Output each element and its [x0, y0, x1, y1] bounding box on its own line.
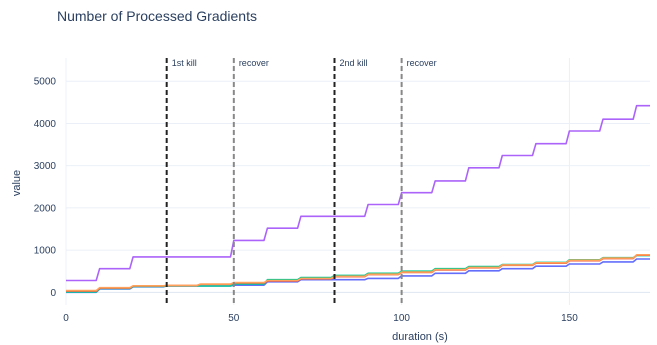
series-line-5	[66, 254, 650, 292]
x-tick-label: 0	[63, 313, 69, 324]
x-axis-ticks: 0 50 100 150	[63, 313, 578, 324]
x-tick-label: 150	[561, 313, 578, 324]
series-line-1	[66, 104, 650, 282]
y-tick-label: 1000	[34, 246, 57, 257]
y-tick-label: 3000	[34, 161, 57, 172]
x-tick-label: 50	[228, 313, 240, 324]
annotation-label: recover	[239, 58, 269, 68]
x-axis-label: duration (s)	[392, 331, 448, 343]
annotation-label: 1st kill	[172, 58, 197, 68]
y-axis-ticks: 0 1000 2000 3000 4000 5000	[34, 77, 57, 299]
y-tick-label: 0	[50, 288, 56, 299]
annotation-label: recover	[407, 58, 437, 68]
y-axis-label: value	[11, 170, 23, 196]
y-tick-label: 5000	[34, 77, 57, 88]
annotation-label: 2nd kill	[340, 58, 368, 68]
y-tick-label: 4000	[34, 119, 57, 130]
series-group	[66, 104, 650, 294]
grid	[65, 58, 650, 305]
chart-title: Number of Processed Gradients	[57, 8, 257, 24]
x-tick-label: 100	[393, 313, 410, 324]
annotations: 1st kill recover 2nd kill recover	[165, 58, 437, 305]
y-tick-label: 2000	[34, 203, 57, 214]
